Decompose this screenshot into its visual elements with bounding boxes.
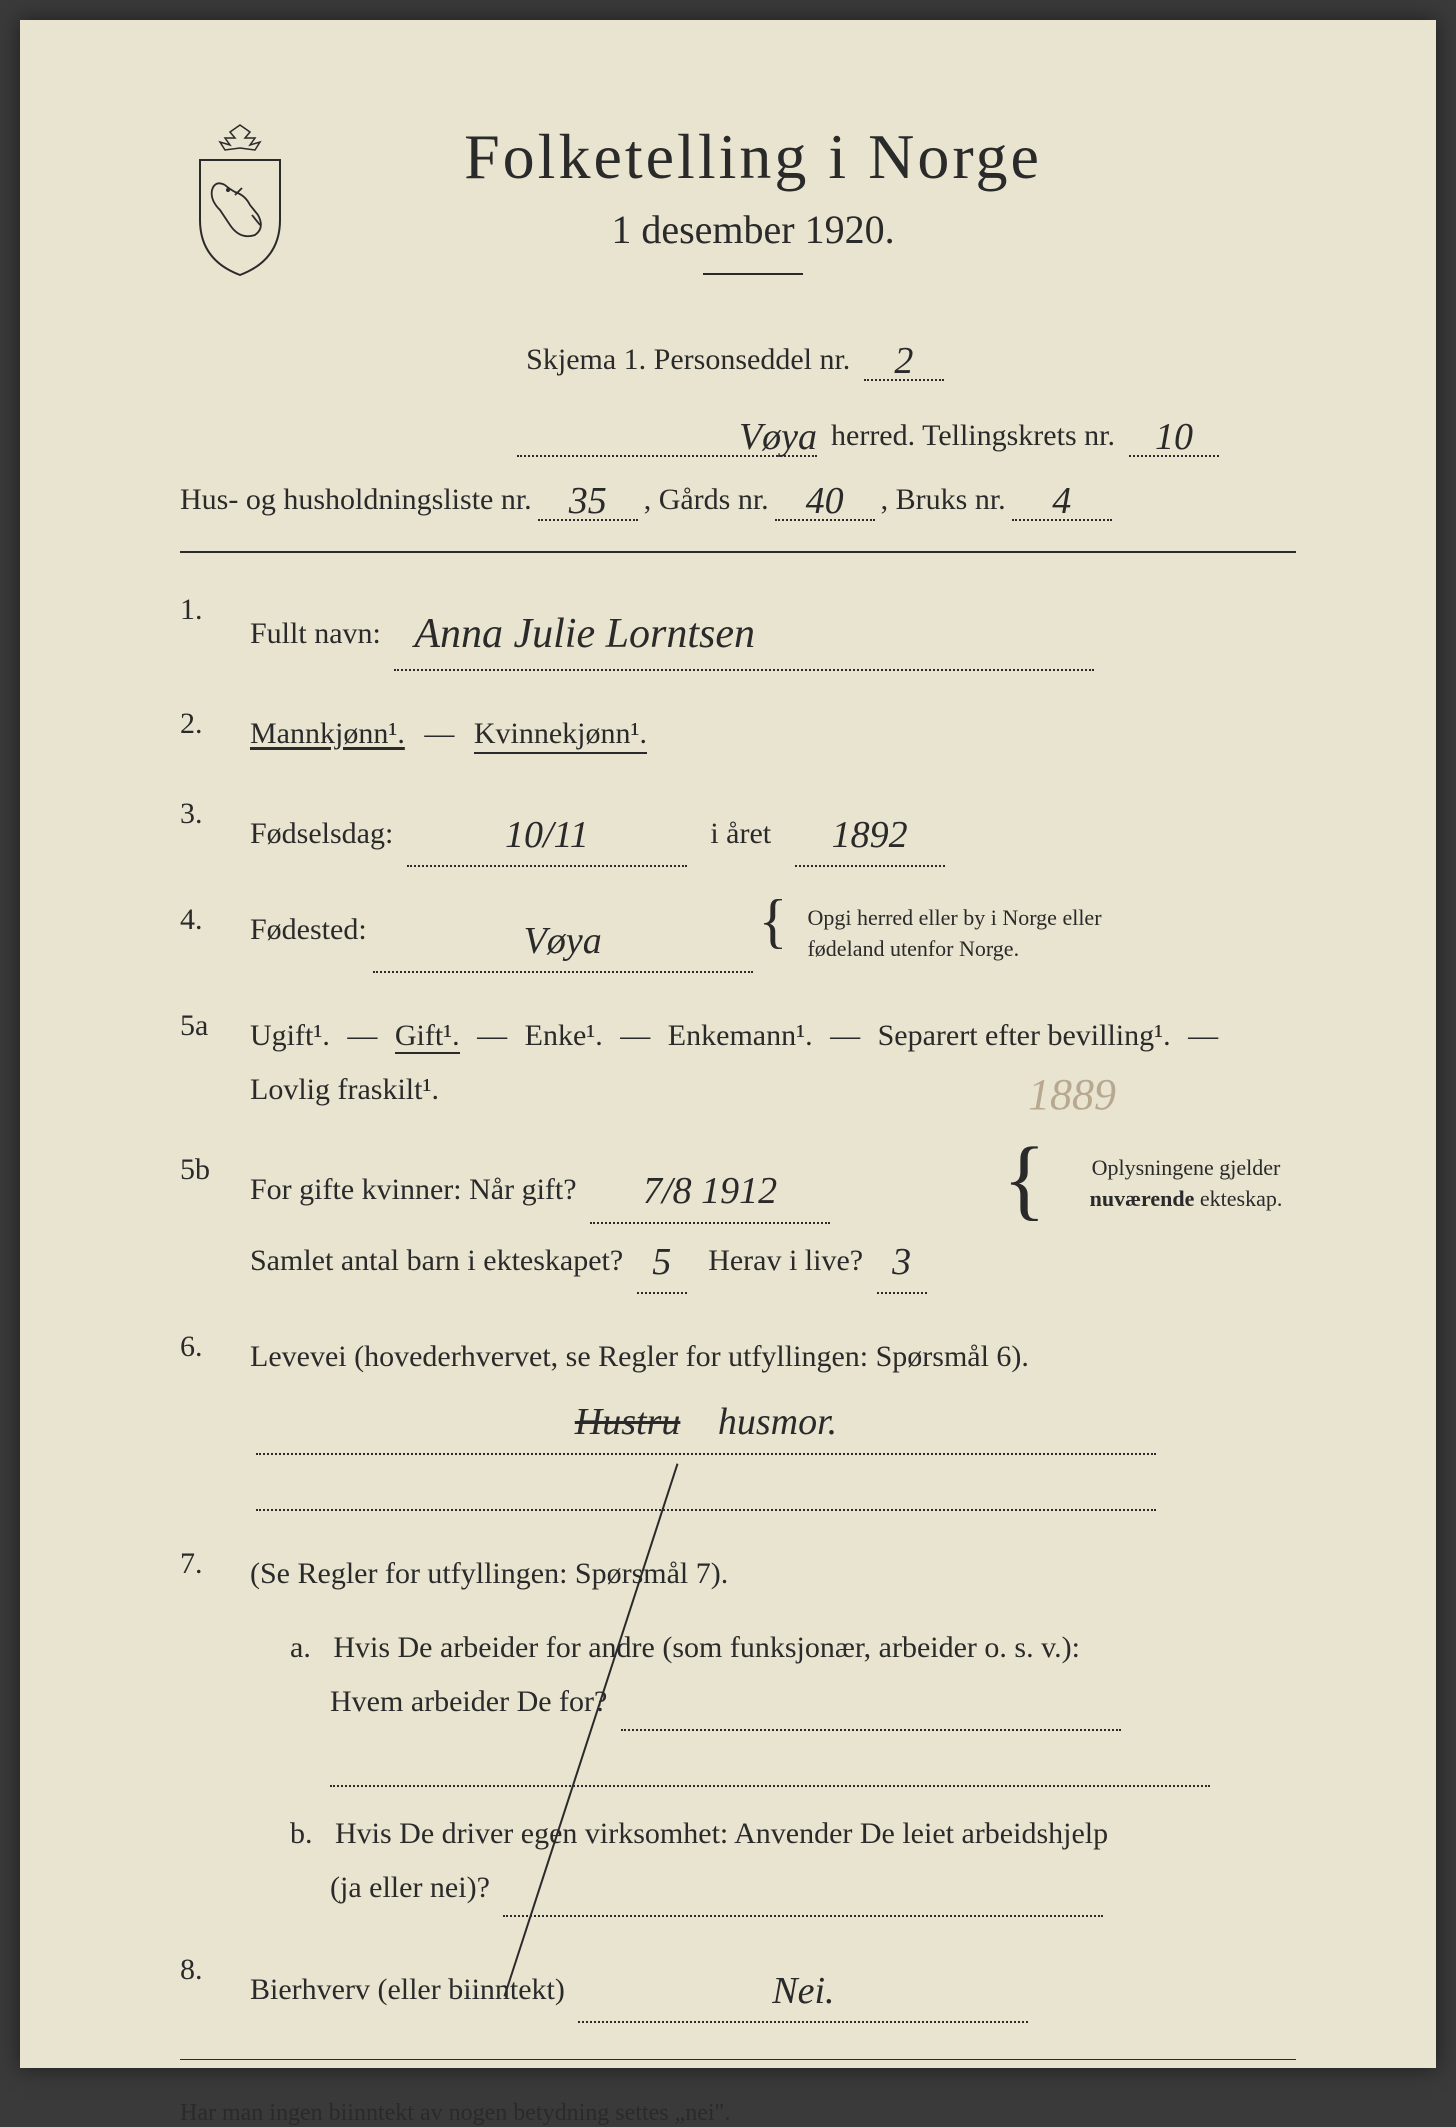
q7: 7. (Se Regler for utfyllingen: Spørsmål … (180, 1547, 1296, 1917)
q7b-text2: (ja eller nei)? (330, 1871, 490, 1904)
q1-label: Fullt navn: (250, 617, 381, 650)
q8-num: 8. (180, 1953, 250, 2023)
hus-value2: 40 (806, 480, 844, 522)
q5b-note: Oplysningene gjelder nuværende ekteskap. (1076, 1153, 1296, 1215)
q5a-opt5: Separert efter bevilling¹. (878, 1019, 1171, 1052)
q7b-label: b. (290, 1817, 313, 1850)
main-title: Folketelling i Norge (330, 120, 1176, 194)
q7a-text2: Hvem arbeider De for? (330, 1685, 607, 1718)
q7a: a. Hvis De arbeider for andre (som funks… (290, 1621, 1296, 1787)
skjema-line: Skjema 1. Personseddel nr. 2 (180, 335, 1296, 381)
q1-value: Anna Julie Lorntsen (414, 611, 755, 657)
brace-icon: { (759, 903, 788, 939)
herred-label: herred. Tellingskrets nr. (831, 419, 1115, 453)
q2-dash: — (424, 717, 454, 750)
krets-value: 10 (1155, 416, 1193, 458)
q4-num: 4. (180, 903, 250, 973)
herred-line: Vøya herred. Tellingskrets nr. 10 (180, 411, 1296, 457)
q2: 2. Mannkjønn¹. — Kvinnekjønn¹. (180, 707, 1296, 761)
q8: 8. Bierhverv (eller biinntekt) Nei. (180, 1953, 1296, 2023)
q5b-value1: 7/8 1912 (643, 1170, 777, 1212)
q3-label2: i året (710, 817, 771, 850)
hus-value3: 4 (1052, 480, 1071, 522)
hus-label2: , Gårds nr. (644, 483, 769, 517)
skjema-label: Skjema 1. Personseddel nr. (526, 343, 850, 376)
q5b-num: 5b (180, 1153, 250, 1294)
q5b-label2: Samlet antal barn i ekteskapet? (250, 1244, 623, 1277)
horizontal-rule (180, 551, 1296, 553)
q6-struck: Hustru (575, 1401, 681, 1443)
hus-value1: 35 (569, 480, 607, 522)
q6-value: husmor. (718, 1401, 837, 1443)
census-form-page: Folketelling i Norge 1 desember 1920. Sk… (20, 20, 1436, 2068)
q7b: b. Hvis De driver egen virksomhet: Anven… (290, 1807, 1296, 1917)
q6-num: 6. (180, 1330, 250, 1510)
q4-value: Vøya (524, 920, 602, 962)
q3: 3. Fødselsdag: 10/11 i året 1892 (180, 797, 1296, 867)
q4: 4. Fødested: Vøya { Opgi herred eller by… (180, 903, 1296, 973)
footnote: Har man ingen biinntekt av nogen betydni… (180, 2100, 1296, 2127)
header: Folketelling i Norge 1 desember 1920. (180, 120, 1296, 305)
q5a-opt6: Lovlig fraskilt¹. (250, 1073, 439, 1106)
q3-num: 3. (180, 797, 250, 867)
footnote-rule (180, 2059, 1296, 2060)
q5b-value3: 3 (892, 1241, 911, 1283)
q4-label: Fødested: (250, 903, 367, 957)
q2-opt1: Mannkjønn¹. (250, 717, 405, 750)
q8-label: Bierhverv (eller biinntekt) (250, 1973, 565, 2006)
q5a-opt1: Ugift¹. (250, 1019, 330, 1052)
q5a-opt4: Enkemann¹. (668, 1019, 813, 1052)
personseddel-value: 2 (894, 340, 913, 382)
q3-label: Fødselsdag: (250, 817, 393, 850)
q1-num: 1. (180, 593, 250, 671)
brace-icon: { (1003, 1153, 1046, 1207)
subtitle: 1 desember 1920. (330, 206, 1176, 253)
hus-line: Hus- og husholdningsliste nr. 35 , Gårds… (180, 475, 1296, 521)
q7a-text1: Hvis De arbeider for andre (som funksjon… (333, 1631, 1080, 1664)
pencil-year: 1889 (1028, 1069, 1116, 1120)
q5b: 5b For gifte kvinner: Når gift? 7/8 1912… (180, 1153, 1296, 1294)
q6-label: Levevei (hovederhvervet, se Regler for u… (250, 1340, 1029, 1373)
q7b-text1: Hvis De driver egen virksomhet: Anvender… (335, 1817, 1108, 1850)
q5b-value2: 5 (652, 1241, 671, 1283)
q3-value2: 1892 (832, 814, 908, 856)
q4-note: Opgi herred eller by i Norge eller fødel… (807, 903, 1107, 965)
divider (703, 273, 803, 275)
herred-value: Vøya (739, 416, 817, 458)
q3-value1: 10/11 (505, 814, 589, 856)
q7a-label: a. (290, 1631, 311, 1664)
q2-opt2: Kvinnekjønn¹. (474, 717, 647, 754)
q5b-label3: Herav i live? (708, 1244, 863, 1277)
hus-label1: Hus- og husholdningsliste nr. (180, 483, 532, 517)
q5a: 5a Ugift¹. — Gift¹. — Enke¹. — Enkemann¹… (180, 1009, 1296, 1117)
q8-value: Nei. (772, 1970, 834, 2012)
q7-label: (Se Regler for utfyllingen: Spørsmål 7). (250, 1557, 728, 1590)
norway-crest-icon (180, 120, 300, 280)
q6: 6. Levevei (hovederhvervet, se Regler fo… (180, 1330, 1296, 1510)
q5b-label1: For gifte kvinner: Når gift? (250, 1173, 577, 1206)
q5a-opt3: Enke¹. (525, 1019, 603, 1052)
q7-num: 7. (180, 1547, 250, 1917)
q5a-opt2: Gift¹. (395, 1019, 460, 1054)
hus-label3: , Bruks nr. (881, 483, 1006, 517)
q2-num: 2. (180, 707, 250, 761)
q1: 1. Fullt navn: Anna Julie Lorntsen (180, 593, 1296, 671)
q5a-num: 5a (180, 1009, 250, 1117)
title-block: Folketelling i Norge 1 desember 1920. (330, 120, 1296, 305)
